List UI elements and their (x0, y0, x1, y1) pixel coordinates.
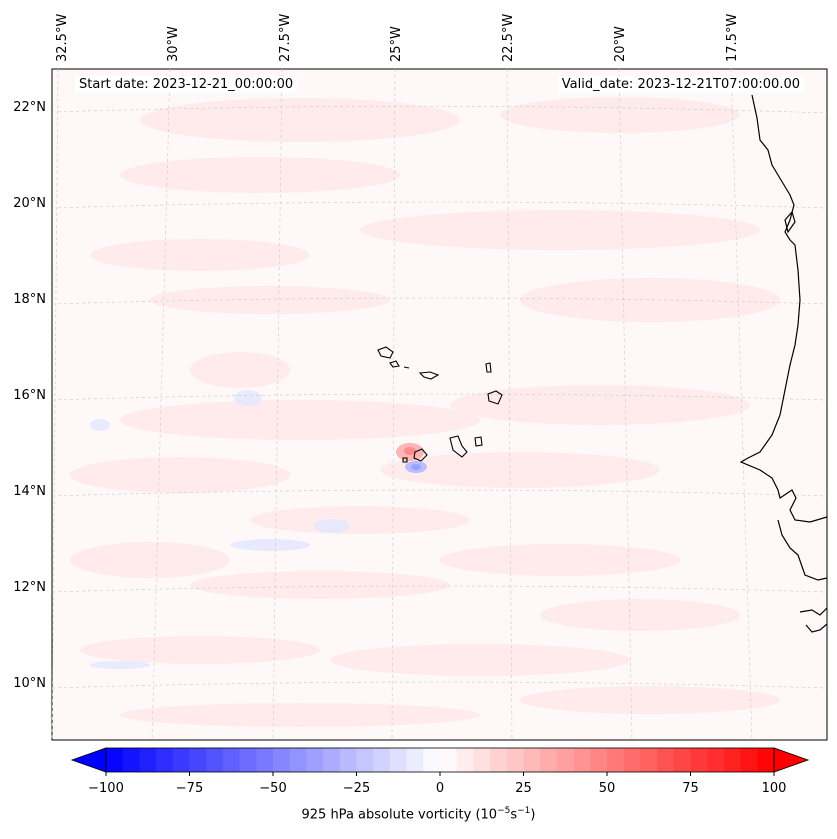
lon-label: 30°W (166, 26, 181, 62)
start-date-label: Start date: 2023-12-21_00:00:00 (75, 76, 298, 93)
colorbar-step (640, 748, 658, 772)
colorbar-step (106, 748, 124, 772)
colorbar-step (523, 748, 541, 772)
lat-label: 16°N (13, 388, 46, 403)
island-fogo (413, 448, 428, 462)
colorbar-step (323, 748, 341, 772)
lon-label: 25°W (389, 26, 404, 62)
colorbar-step (273, 748, 291, 772)
colorbar-step (206, 748, 224, 772)
lat-label: 18°N (13, 292, 46, 307)
colorbar-step (423, 748, 441, 772)
colorbar-step (406, 748, 424, 772)
island-santo-antao (377, 346, 394, 359)
colorbar-step (573, 748, 591, 772)
colorbar-step (356, 748, 374, 772)
colorbar-step (590, 748, 608, 772)
lat-label: 20°N (13, 196, 46, 211)
lat-label: 22°N (13, 100, 46, 115)
colorbar-step (339, 748, 358, 772)
colorbar-title-prefix: 925 hPa absolute vorticity (10 (301, 807, 498, 823)
colorbar-tick-label: 100 (762, 781, 787, 796)
colorbar-step (707, 748, 725, 772)
vorticity-field (70, 97, 780, 727)
colorbar-step (757, 748, 775, 772)
island-santiago (449, 435, 468, 458)
colorbar-step (456, 748, 474, 772)
colorbar-title-suffix: ) (530, 807, 536, 823)
longitude-labels: 32.5°W 30°W 27.5°W 25°W 22.5°W 20°W 17.5… (55, 14, 740, 62)
island-sao-nicolau (418, 371, 440, 380)
colorbar-tick-label: 50 (599, 781, 616, 796)
valid-date-label: Valid_date: 2023-12-21T07:00:00.00 (557, 76, 804, 93)
colorbar (106, 748, 775, 772)
colorbar-step (139, 748, 157, 772)
colorbar-step (540, 748, 558, 772)
colorbar-step (189, 748, 207, 772)
colorbar-extend-low (70, 747, 107, 773)
vortex-dipole (396, 443, 427, 473)
colorbar-step (373, 748, 391, 772)
island-santa-luzia (403, 366, 410, 369)
colorbar-extend-high (773, 747, 810, 773)
lat-label: 14°N (13, 484, 46, 499)
colorbar-step (239, 748, 257, 772)
colorbar-step (506, 748, 525, 772)
colorbar-title-mid: s (510, 807, 518, 823)
colorbar-step (473, 748, 491, 772)
lon-label: 32.5°W (55, 14, 70, 62)
colorbar-tick-label: −25 (343, 781, 370, 796)
negative-vorticity-patches (90, 390, 350, 669)
colorbar-ticks: −100 −75 −50 −25 0 25 50 75 100 (88, 772, 786, 796)
colorbar-step (122, 748, 140, 772)
coastline (739, 94, 828, 633)
colorbar-step (222, 748, 241, 772)
colorbar-step (306, 748, 324, 772)
colorbar-step (440, 748, 458, 772)
colorbar-tick-label: −100 (88, 781, 124, 796)
latitude-labels: 22°N 20°N 18°N 16°N 14°N 12°N 10°N (13, 100, 46, 691)
island-boa-vista (487, 390, 503, 405)
island-sao-vicente (389, 360, 400, 368)
colorbar-step (156, 748, 174, 772)
island-maio (474, 436, 483, 447)
colorbar-step (657, 748, 675, 772)
lon-label: 17.5°W (725, 14, 740, 62)
colorbar-tick-label: −75 (176, 781, 203, 796)
colorbar-step (289, 748, 307, 772)
colorbar-step (389, 748, 408, 772)
colorbar-step (172, 748, 191, 772)
colorbar-tick-label: −50 (259, 781, 286, 796)
lat-label: 10°N (13, 676, 46, 691)
colorbar-step (690, 748, 708, 772)
island-sal (485, 362, 492, 373)
colorbar-step (256, 748, 274, 772)
colorbar-tick-label: 0 (436, 781, 444, 796)
colorbar-tick-label: 25 (515, 781, 532, 796)
colorbar-step (723, 748, 742, 772)
colorbar-step (623, 748, 641, 772)
colorbar-step (740, 748, 758, 772)
lon-label: 20°W (613, 26, 628, 62)
colorbar-title-exp2: −1 (517, 806, 531, 816)
colorbar-tick-label: 75 (682, 781, 699, 796)
lon-label: 22.5°W (501, 14, 516, 62)
africa-coast-south (777, 519, 828, 581)
colorbar-step (673, 748, 692, 772)
cape-verde-islands (377, 346, 503, 463)
island-brava (402, 457, 408, 463)
africa-coast (739, 94, 828, 523)
colorbar-title-exp1: −5 (497, 806, 511, 816)
colorbar-step (556, 748, 575, 772)
lon-label: 27.5°W (278, 14, 293, 62)
lat-label: 12°N (13, 580, 46, 595)
graticule (51, 68, 828, 741)
colorbar-step (607, 748, 625, 772)
colorbar-title: 925 hPa absolute vorticity (10−5s−1) (0, 806, 837, 822)
colorbar-step (490, 748, 508, 772)
